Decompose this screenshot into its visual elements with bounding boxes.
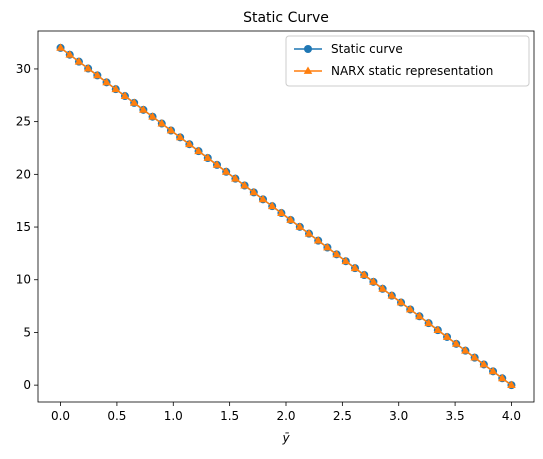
x-tick-label: 2.0	[276, 409, 295, 423]
data-point	[240, 181, 249, 189]
data-point	[359, 270, 369, 278]
data-point	[304, 229, 314, 237]
data-point	[267, 201, 277, 210]
y-tick-label: 5	[23, 325, 31, 339]
chart-title: Static Curve	[243, 10, 329, 26]
y-tick-label: 20	[16, 167, 31, 181]
data-point	[65, 50, 75, 58]
data-point	[369, 277, 378, 285]
x-axis: 0.0 0.5 1.0 1.5 2.0 2.5 3.0 3.5 4.0	[51, 402, 521, 423]
data-point	[175, 132, 185, 141]
data-point	[461, 346, 470, 354]
x-tick-label: 1.5	[220, 409, 239, 423]
data-point	[56, 43, 65, 51]
y-tick-label: 30	[16, 62, 31, 76]
legend-marker	[304, 45, 312, 53]
data-point	[470, 353, 479, 361]
data-point	[341, 256, 351, 265]
x-tick-label: 3.5	[446, 409, 465, 423]
data-point	[148, 112, 157, 120]
x-tick-label: 0.0	[51, 409, 70, 423]
data-point	[212, 160, 222, 168]
legend-item: NARX static representation	[294, 64, 493, 78]
data-point	[387, 291, 397, 299]
y-axis: 0 5 10 15 20 25 30	[16, 62, 38, 392]
legend: Static curve NARX static representation	[285, 35, 530, 87]
plot-area	[56, 43, 516, 390]
x-tick-label: 2.5	[333, 409, 352, 423]
x-tick-label: 0.5	[107, 409, 126, 423]
series-narx-static-representation	[56, 43, 516, 389]
data-point	[488, 366, 498, 375]
y-tick-label: 25	[16, 115, 31, 129]
y-tick-label: 15	[16, 220, 31, 234]
y-tick-label: 0	[23, 378, 31, 392]
x-axis-label: ȳ	[281, 431, 290, 445]
data-point	[451, 339, 461, 347]
data-point	[221, 167, 231, 175]
data-point	[203, 153, 213, 161]
data-point	[405, 304, 415, 313]
legend-marker	[303, 66, 313, 74]
data-point	[258, 194, 268, 203]
data-point	[185, 139, 194, 148]
data-point	[102, 77, 111, 86]
legend-label: NARX static representation	[331, 64, 493, 78]
data-point	[120, 91, 130, 99]
data-point	[295, 222, 305, 230]
data-point	[74, 57, 84, 65]
x-tick-label: 3.0	[389, 409, 408, 423]
data-point	[111, 84, 121, 93]
data-point	[433, 325, 443, 334]
data-point	[231, 174, 240, 182]
data-point	[507, 380, 516, 389]
data-point	[350, 263, 360, 272]
data-point	[166, 126, 176, 134]
y-tick-label: 10	[16, 273, 31, 287]
legend-box	[285, 35, 530, 87]
data-point	[424, 318, 433, 327]
data-point	[139, 105, 148, 113]
data-point	[415, 311, 424, 320]
data-point	[396, 298, 406, 306]
data-point	[277, 208, 286, 216]
legend-item: Static curve	[294, 42, 403, 56]
data-point	[129, 98, 139, 106]
data-point	[93, 70, 102, 79]
x-tick-label: 1.0	[164, 409, 183, 423]
data-point	[286, 215, 295, 223]
data-point	[479, 359, 489, 368]
data-point	[323, 242, 332, 251]
data-point	[83, 64, 93, 72]
data-point	[249, 187, 259, 196]
legend-label: Static curve	[331, 42, 403, 56]
data-point	[332, 249, 341, 258]
data-point	[194, 146, 203, 155]
data-point	[378, 284, 387, 292]
data-point	[442, 332, 452, 340]
data-point	[313, 236, 323, 244]
data-point	[157, 119, 167, 127]
data-point	[497, 373, 507, 382]
x-tick-label: 4.0	[502, 409, 521, 423]
